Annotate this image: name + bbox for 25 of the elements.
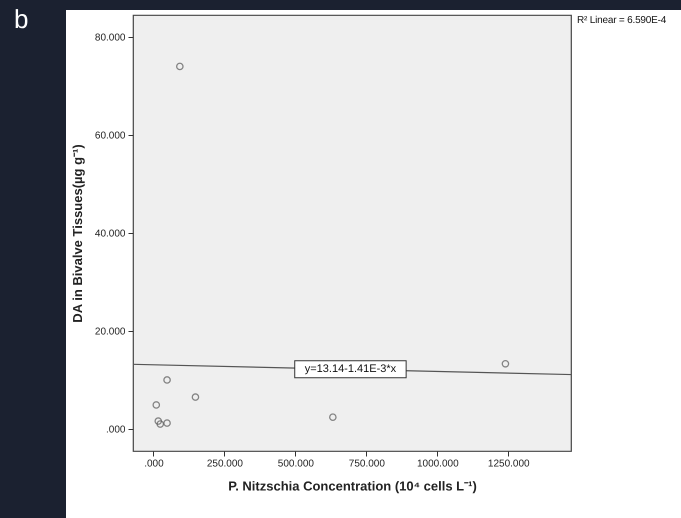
x-tick-label: 1000.000	[416, 458, 460, 470]
point	[163, 376, 171, 384]
text: b	[14, 4, 28, 35]
x-tick-label: 250.000	[206, 458, 244, 470]
x-axis-title: P. Nitzschia Concentration (10⁴ cells L⁻¹)	[228, 478, 477, 494]
annotation: y=13.14-1.41E-3*x	[304, 363, 397, 376]
y-tick-label: 80.000	[94, 32, 126, 44]
y-axis-title: DA in Bivalve Tissues(µg g⁻¹)	[70, 144, 85, 323]
y-tick-label: .000	[106, 424, 126, 436]
y-tick-label: 60.000	[94, 130, 126, 142]
x-tick-label: .000	[144, 458, 164, 470]
text: R² Linear = 6.590E-4	[577, 15, 666, 26]
point	[176, 62, 184, 70]
x-tick-label: 1250.000	[488, 458, 530, 470]
point	[163, 419, 171, 427]
y-tick-label: 40.000	[94, 228, 126, 240]
point	[502, 360, 510, 368]
point	[152, 401, 160, 409]
point	[192, 393, 200, 401]
point	[329, 413, 337, 422]
y-tick-label: 20.000	[94, 326, 126, 338]
x-tick-label: 500.000	[278, 458, 314, 470]
point	[156, 420, 164, 428]
point	[154, 417, 162, 425]
x-tick-label: 750.000	[348, 458, 386, 470]
